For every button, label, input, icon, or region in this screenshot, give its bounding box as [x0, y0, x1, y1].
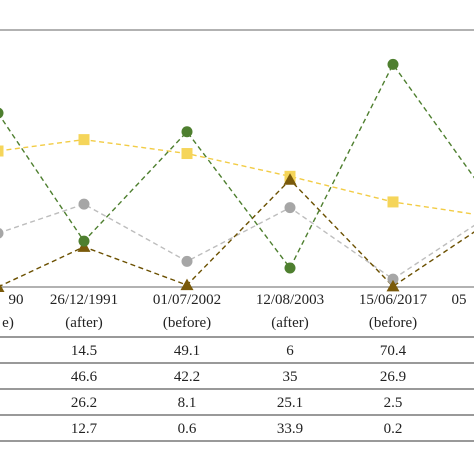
plot-frame	[0, 29, 474, 288]
table-cell-r0-c3: 6	[286, 343, 294, 359]
category-tag-2: (before)	[163, 315, 211, 331]
series-0-point-3	[284, 262, 296, 274]
table-cell-r3-c2: 0.6	[178, 421, 197, 437]
series-layer	[0, 58, 474, 292]
table-cell-r3-c4: 0.2	[384, 421, 403, 437]
series-1-point-0	[0, 145, 4, 157]
series-2-point-0	[0, 228, 4, 239]
series-1-point-4	[387, 196, 399, 208]
series-0-point-4	[387, 58, 399, 70]
table-cell-r1-c2: 42.2	[174, 369, 200, 385]
series-0-point-2	[181, 126, 193, 138]
table-cell-r2-c4: 2.5	[384, 395, 403, 411]
table-cell-r1-c1: 46.6	[71, 369, 98, 385]
category-axis: 90 e) 26/12/1991 (after) 01/07/2002 (before) 1…	[2, 292, 466, 331]
series-3-point-4	[386, 279, 400, 292]
table-cell-r1-c4: 26.9	[380, 369, 406, 385]
series-2-point-2	[181, 255, 193, 267]
category-date-0: 90	[9, 292, 24, 308]
series-3-point-3	[283, 173, 297, 185]
table-cell-r0-c4: 70.4	[380, 343, 407, 359]
series-0-line	[0, 63, 474, 270]
series-3-line	[0, 178, 474, 288]
series-3-point-0	[0, 284, 5, 292]
series-2-point-1	[78, 198, 90, 210]
table-cell-r0-c1: 14.5	[71, 343, 97, 359]
series-1-line	[0, 138, 474, 215]
category-date-3: 12/08/2003	[256, 292, 324, 308]
category-tag-3: (after)	[271, 315, 308, 331]
series-0-point-1	[78, 235, 90, 247]
category-tag-1: (after)	[65, 315, 102, 331]
table-cell-r2-c1: 26.2	[71, 395, 97, 411]
category-date-1: 26/12/1991	[50, 292, 118, 308]
data-table: 14.5 49.1 6 70.4 46.6 42.2 35 26.9 26.2 8.1 25.1 2.…	[0, 336, 474, 442]
series-2-point-4	[387, 273, 399, 285]
table-cell-r1-c3: 35	[283, 369, 298, 385]
table-cell-r3-c3: 33.9	[277, 421, 303, 437]
table-cell-r0-c2: 49.1	[174, 343, 200, 359]
series-1-point-1	[78, 134, 90, 146]
table-cell-r2-c3: 25.1	[277, 395, 303, 411]
category-date-2: 01/07/2002	[153, 292, 221, 308]
table-cell-r3-c1: 12.7	[71, 421, 98, 437]
series-2-point-3	[284, 202, 296, 214]
series-0-point-0	[0, 107, 4, 119]
series-2-line	[0, 203, 474, 280]
table-cell-r2-c2: 8.1	[178, 395, 197, 411]
series-3-point-2	[180, 278, 194, 291]
category-tag-4: (before)	[369, 315, 417, 331]
series-1-point-2	[181, 148, 193, 160]
category-date-5: 05	[452, 292, 467, 308]
category-tag-0: e)	[2, 315, 14, 331]
category-date-4: 15/06/2017	[359, 292, 428, 308]
